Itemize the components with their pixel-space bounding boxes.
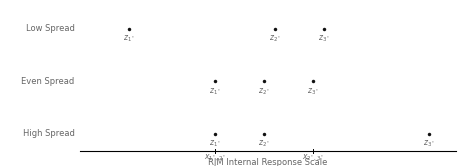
Text: $z_{2^*}$: $z_{2^*}$ xyxy=(269,34,281,44)
Text: $x_{1^*,2^*}$: $x_{1^*,2^*}$ xyxy=(204,153,227,164)
Text: $z_{1^*}$: $z_{1^*}$ xyxy=(209,139,221,149)
Text: $z_{3^*}$: $z_{3^*}$ xyxy=(318,34,330,44)
Text: $z_{1^*}$: $z_{1^*}$ xyxy=(123,34,135,44)
Text: $z_{3^*}$: $z_{3^*}$ xyxy=(307,86,319,97)
Text: Low Spread: Low Spread xyxy=(26,24,75,33)
Text: $z_{1^*}$: $z_{1^*}$ xyxy=(209,86,221,97)
Text: Even Spread: Even Spread xyxy=(21,77,75,86)
Text: $z_{2^*}$: $z_{2^*}$ xyxy=(258,86,270,97)
Text: $z_{3^*}$: $z_{3^*}$ xyxy=(424,139,436,149)
Text: RJM Internal Response Scale: RJM Internal Response Scale xyxy=(208,159,327,166)
Text: $x_{2^*,3^*}$: $x_{2^*,3^*}$ xyxy=(302,153,324,164)
Text: High Spread: High Spread xyxy=(22,129,75,138)
Text: $z_{2^*}$: $z_{2^*}$ xyxy=(258,139,270,149)
